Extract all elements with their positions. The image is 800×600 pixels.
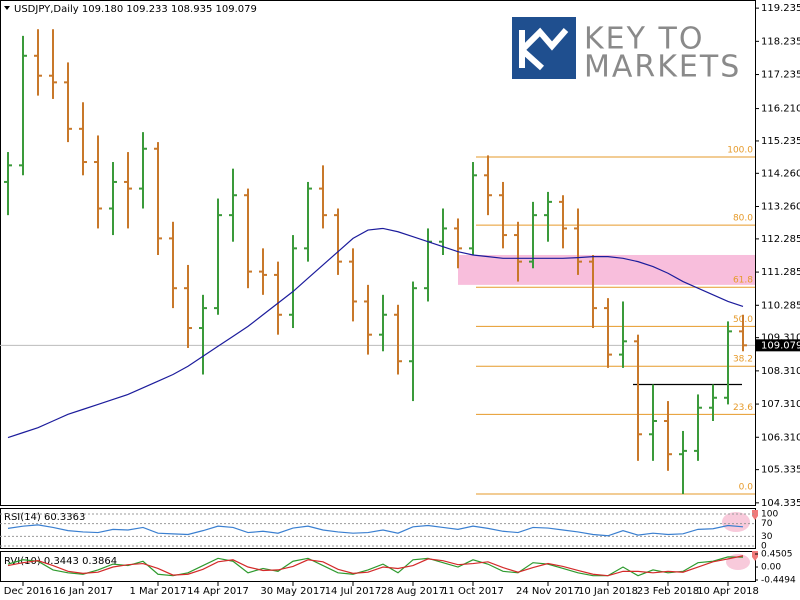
main-frame — [0, 0, 756, 506]
rsi-tick-label: 70 — [761, 519, 773, 529]
x-tick-label: 1 Dec 2016 — [0, 586, 52, 597]
y-tick-label: 109.310 — [761, 333, 800, 344]
rsi-tick-label: 30 — [761, 532, 773, 542]
fib-label: 38.2 — [733, 355, 753, 365]
header-icon — [4, 6, 10, 10]
logo-icon — [519, 27, 569, 71]
rsi-line — [7, 524, 744, 537]
rsi-tick-label: 0 — [761, 542, 767, 552]
x-tick-label: 10 Jan 2018 — [578, 586, 638, 597]
rvi-frame — [0, 551, 756, 582]
rsi-frame — [0, 508, 756, 549]
zone — [458, 254, 755, 285]
highlight-circle — [722, 512, 750, 532]
y-tick-label: 114.260 — [761, 168, 800, 179]
y-tick-label: 118.235 — [761, 36, 800, 47]
x-tick-label: 14 Jul 2017 — [325, 586, 382, 597]
y-tick-label: 106.310 — [761, 432, 800, 443]
last-price-box — [755, 339, 800, 352]
y-tick-label: 110.285 — [761, 300, 800, 311]
x-tick-label: 11 Oct 2017 — [442, 586, 504, 597]
arrow-icon — [752, 510, 758, 520]
rvi-tick-label: 0.4505 — [761, 550, 793, 560]
x-tick-label: 24 Nov 2017 — [516, 586, 580, 597]
x-tick-label: 16 Jan 2017 — [53, 586, 113, 597]
y-tick-label: 116.210 — [761, 104, 800, 115]
fib-label: 100.0 — [727, 146, 753, 156]
y-tick-label: 107.310 — [761, 399, 800, 410]
fib-label: 0.0 — [739, 483, 754, 493]
y-tick-label: 112.285 — [761, 234, 800, 245]
logo-text: MARKETS — [584, 50, 741, 85]
x-tick-label: 1 Mar 2017 — [129, 586, 186, 597]
y-tick-label: 104.335 — [761, 498, 800, 509]
fib-label: 80.0 — [733, 214, 753, 224]
y-tick-label: 113.260 — [761, 202, 800, 213]
rsi-tick-label: 100 — [761, 510, 778, 520]
rvi-line — [7, 555, 744, 577]
rvi-tick-label: 0.00 — [761, 563, 781, 573]
fib-label: 61.8 — [733, 276, 753, 286]
logo: KEY TO MARKETS — [512, 17, 741, 85]
x-tick-label: 23 Feb 2018 — [637, 586, 699, 597]
y-tick-label: 115.235 — [761, 136, 800, 147]
last-price-label: 109.079 — [761, 340, 800, 351]
y-tick-label: 111.285 — [761, 267, 800, 278]
y-tick-label: 105.335 — [761, 465, 800, 476]
x-tick-label: 14 Apr 2017 — [187, 586, 249, 597]
x-tick-label: 28 Aug 2017 — [381, 586, 445, 597]
moving-average — [7, 227, 744, 439]
chart-header: USDJPY,Daily 109.180 109.233 108.935 109… — [14, 4, 257, 15]
y-tick-label: 119.235 — [761, 3, 800, 14]
fib-label: 23.6 — [733, 403, 753, 413]
x-tick-label: 10 Apr 2018 — [697, 586, 759, 597]
logo-text: KEY TO — [584, 22, 704, 57]
y-tick-label: 108.310 — [761, 366, 800, 377]
rsi-label: RSI(14) 60.3363 — [4, 512, 85, 523]
rvi-label: RVI(10) 0.3443 0.3864 — [4, 556, 117, 567]
rvi-tick-label: -0.4494 — [761, 576, 796, 586]
x-tick-label: 30 May 2017 — [260, 586, 325, 597]
y-tick-label: 117.235 — [761, 70, 800, 81]
